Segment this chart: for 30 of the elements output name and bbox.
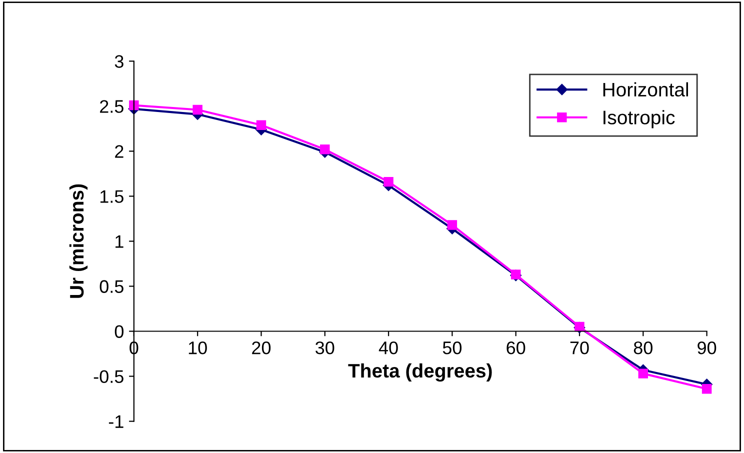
y-tick-label: 1.5 (100, 190, 124, 203)
point (256, 120, 266, 130)
x-tick-label: 10 (188, 341, 207, 354)
x-tick-label: 90 (698, 341, 716, 354)
x-tick-label: 60 (506, 341, 526, 354)
y-tick-label: 0 (114, 325, 124, 338)
point (384, 176, 394, 187)
legend-label: Isotropic (604, 110, 675, 128)
y-tick-label: 2.5 (100, 100, 124, 113)
x-tick-label: 80 (634, 341, 652, 354)
y-tick-label: 0.5 (100, 280, 124, 293)
y-tick-label: 1 (116, 235, 124, 248)
point (129, 100, 139, 110)
x-tick-label: 70 (570, 341, 589, 354)
x-tick-label: 20 (252, 341, 271, 354)
y-tick-label: -1 (108, 415, 124, 428)
legend-label: Horizontal (603, 82, 688, 97)
x-tick-label: 30 (316, 341, 334, 354)
y-tick-label: 3 (114, 55, 124, 68)
x-tick-label: 40 (378, 341, 398, 354)
point (192, 104, 202, 115)
point (702, 384, 712, 394)
point (638, 368, 648, 378)
x-tick-label: 50 (442, 341, 462, 354)
point (320, 144, 330, 154)
y-tick-label: 2 (115, 145, 124, 158)
y-axis-title: Ur (microns) (69, 184, 88, 298)
point (447, 220, 458, 230)
y-tick-label: -0.5 (94, 370, 124, 383)
x-axis-title: Theta (degrees) (348, 363, 492, 382)
